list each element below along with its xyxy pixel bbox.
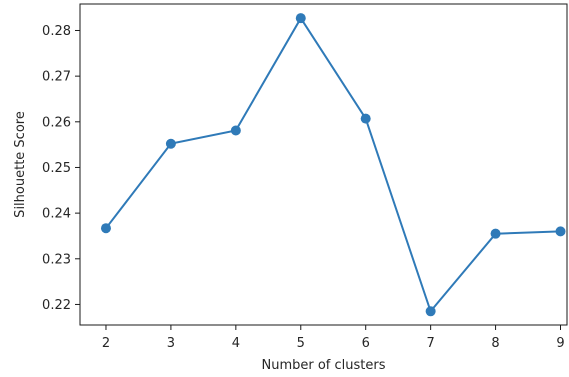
- y-tick-label: 0.25: [42, 161, 71, 176]
- series-line: [105, 16, 561, 314]
- x-axis: 2 3 4 5 6 7 8 9: [102, 325, 565, 351]
- x-tick-label: 5: [297, 336, 305, 351]
- plot-frame: [79, 3, 568, 326]
- y-tick-label: 0.27: [42, 70, 71, 85]
- x-tick-label: 8: [491, 336, 499, 351]
- data-point: [490, 228, 501, 239]
- y-tick-label: 0.23: [42, 252, 71, 267]
- y-tick-label: 0.24: [42, 207, 71, 222]
- data-point: [555, 226, 566, 237]
- x-axis-label: Number of clusters: [261, 358, 385, 373]
- x-tick-label: 4: [232, 336, 240, 351]
- x-tick-label: 2: [102, 336, 110, 351]
- series-markers: [100, 13, 566, 317]
- x-tick-label: 9: [556, 336, 564, 351]
- x-tick-label: 6: [362, 336, 370, 351]
- data-point: [165, 138, 176, 149]
- data-point: [100, 223, 111, 234]
- data-point: [230, 125, 241, 136]
- x-tick-label: 7: [426, 336, 434, 351]
- y-axis: 0.22 0.23 0.24 0.25 0.26 0.27 0.28: [42, 24, 80, 313]
- y-tick-label: 0.26: [42, 115, 71, 130]
- data-point: [425, 306, 436, 317]
- y-tick-label: 0.28: [42, 24, 71, 39]
- x-tick-label: 3: [167, 336, 175, 351]
- data-point: [295, 13, 306, 24]
- y-axis-label: Silhouette Score: [13, 111, 28, 218]
- data-point: [360, 113, 371, 124]
- y-tick-label: 0.22: [42, 298, 71, 313]
